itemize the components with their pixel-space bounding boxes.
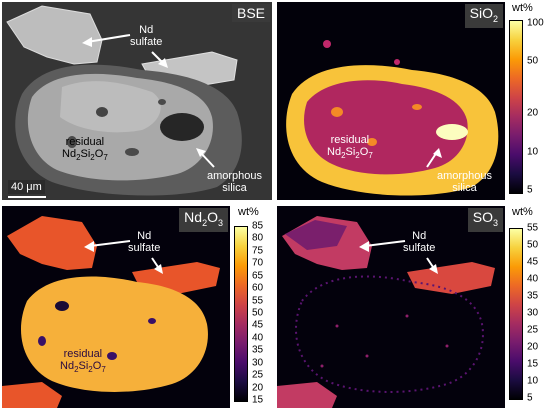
so3-tick: 25: [527, 324, 539, 336]
so3-map: [277, 206, 505, 408]
sio2-colorbar: [509, 20, 523, 194]
nd2o3-tick: 80: [252, 232, 264, 244]
nd2o3-tick: 85: [252, 220, 264, 232]
nd2o3-tick: 50: [252, 307, 264, 319]
nd2o3-tick: 75: [252, 245, 264, 257]
bse-panel: BSE Nd sulfate residual Nd2Si2O7 amorphou…: [2, 2, 272, 200]
so3-tick: 55: [527, 222, 539, 234]
so3-tick: 30: [527, 307, 539, 319]
nd2o3-colorbar-ticks: 85 80 75 70 65 60 55 50 45 40 35 30 25 2…: [252, 221, 274, 406]
nd2o3-nd-sulfate-label: Nd sulfate: [128, 230, 161, 254]
sio2-label: SiO2: [464, 4, 503, 28]
nd2o3-tick: 45: [252, 319, 264, 331]
nd2o3-tick: 70: [252, 257, 264, 269]
so3-tick: 15: [527, 358, 539, 370]
so3-tick: 50: [527, 239, 539, 251]
bse-residual-label: residual Nd2Si2O7: [62, 136, 108, 163]
nd2o3-residual-label: residual Nd2Si2O7: [60, 348, 106, 375]
sio2-tick-100: 100: [527, 17, 544, 29]
so3-tick: 35: [527, 290, 539, 302]
so3-tick: 10: [527, 375, 539, 387]
nd2o3-tick: 30: [252, 357, 264, 369]
nd2o3-tick: 25: [252, 369, 264, 381]
nd2o3-tick: 65: [252, 270, 264, 282]
nd2o3-panel: Nd2O3 Nd sulfate residual Nd2Si2O7: [2, 206, 230, 408]
so3-panel: SO3 Nd sulfate: [277, 206, 505, 408]
so3-tick: 5: [527, 392, 533, 404]
sio2-tick-50: 50: [527, 55, 539, 67]
sio2-tick-10: 10: [527, 146, 539, 158]
sio2-colorbar-ticks: 100 50 20 10 5: [527, 17, 550, 196]
bse-nd-sulfate-label: Nd sulfate: [130, 24, 163, 48]
sio2-colorbar-unit: wt%: [512, 2, 533, 14]
so3-colorbar-ticks: 55 50 45 40 35 30 25 20 15 10 5: [527, 223, 549, 404]
so3-colorbar-unit: wt%: [512, 206, 533, 218]
nd2o3-map: [2, 206, 230, 408]
sio2-residual-label: residual Nd2Si2O7: [327, 134, 373, 161]
so3-colorbar: [509, 228, 523, 400]
bse-label: BSE: [231, 4, 270, 22]
bse-scale-bar-label: 40 μm: [8, 180, 45, 194]
sio2-tick-5: 5: [527, 184, 533, 196]
nd2o3-tick: 55: [252, 295, 264, 307]
bse-image: [2, 2, 272, 200]
so3-label: SO3: [467, 208, 503, 232]
so3-tick: 20: [527, 341, 539, 353]
nd2o3-colorbar-unit: wt%: [238, 206, 259, 218]
bse-scale-bar: [8, 196, 46, 198]
nd2o3-tick: 20: [252, 382, 264, 394]
nd2o3-label: Nd2O3: [179, 208, 228, 232]
so3-tick: 40: [527, 273, 539, 285]
sio2-map: [277, 2, 505, 200]
nd2o3-tick: 15: [252, 394, 264, 406]
bse-amorphous-label: amorphous silica: [207, 170, 263, 194]
nd2o3-tick: 40: [252, 332, 264, 344]
so3-tick: 45: [527, 256, 539, 268]
nd2o3-tick: 35: [252, 344, 264, 356]
so3-nd-sulfate-label: Nd sulfate: [403, 230, 436, 254]
nd2o3-tick: 60: [252, 282, 264, 294]
sio2-panel: SiO2 residual Nd2Si2O7 amorphous silica: [277, 2, 505, 200]
sio2-amorphous-label: amorphous silica: [437, 170, 493, 194]
nd2o3-colorbar: [234, 226, 248, 402]
sio2-tick-20: 20: [527, 107, 539, 119]
